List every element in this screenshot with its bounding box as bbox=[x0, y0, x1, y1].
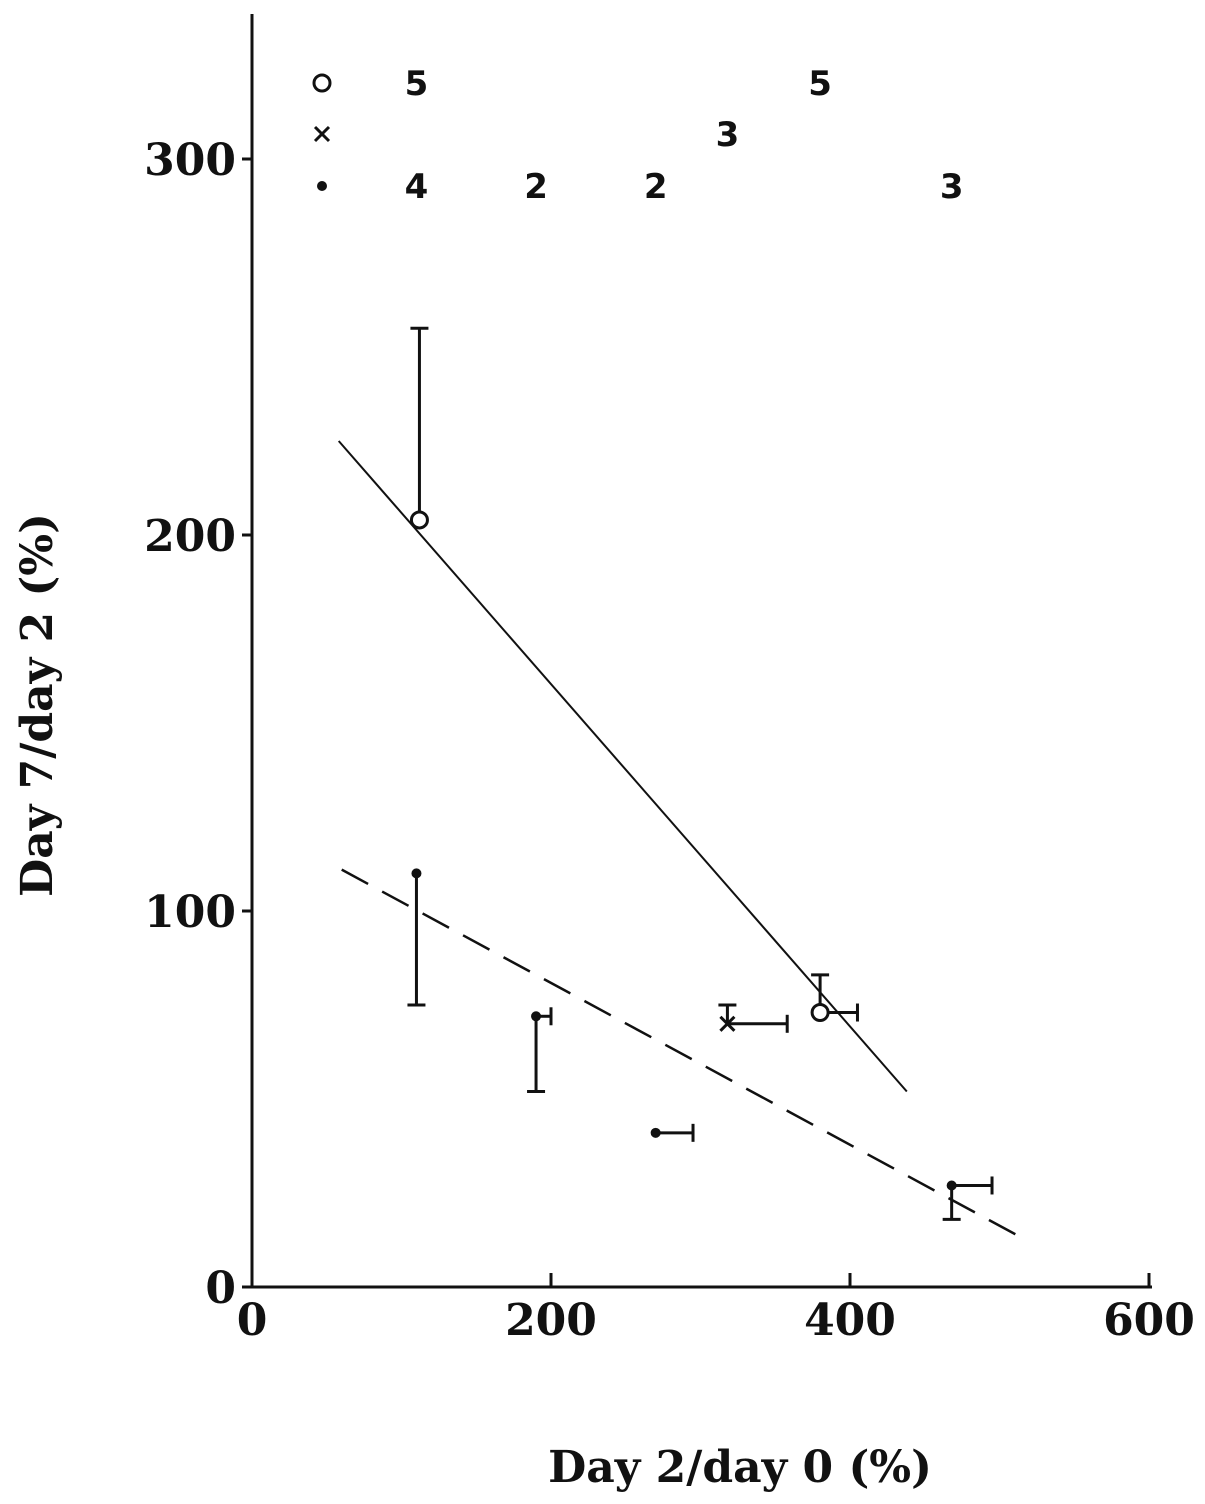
y-tick-label: 300 bbox=[144, 135, 236, 186]
legend-marker-dot bbox=[317, 181, 327, 191]
x-tick-label: 0 bbox=[237, 1295, 268, 1346]
cross-stroke bbox=[313, 125, 331, 143]
axes: 0 100 200 300 0 200 400 600 bbox=[144, 14, 1195, 1346]
data-point-dot bbox=[531, 1011, 542, 1022]
count-label: 5 bbox=[808, 64, 832, 104]
data-point-dot bbox=[411, 868, 422, 879]
x-axis-title: Day 2/day 0 (%) bbox=[548, 1442, 932, 1493]
y-axis-title: Day 7/day 2 (%) bbox=[12, 513, 63, 897]
data-points bbox=[409, 510, 957, 1191]
fit-line-solid bbox=[337, 440, 908, 1093]
count-label: 5 bbox=[405, 64, 429, 104]
legend-marker-cross bbox=[313, 125, 331, 143]
fit-line-dashed bbox=[341, 868, 1030, 1243]
error-bars bbox=[407, 326, 994, 1221]
y-tick-label: 0 bbox=[205, 1263, 236, 1314]
fit-lines bbox=[337, 440, 1030, 1243]
x-tick-label: 600 bbox=[1103, 1295, 1195, 1346]
y-tick-label: 100 bbox=[144, 887, 236, 938]
x-tick-label: 400 bbox=[804, 1295, 896, 1346]
count-label: 2 bbox=[644, 167, 668, 207]
count-label: 3 bbox=[716, 115, 740, 155]
legend-marker-open-circle bbox=[312, 73, 332, 93]
count-label: 2 bbox=[524, 167, 548, 207]
cross-stroke bbox=[719, 1015, 736, 1032]
data-point-open-circle bbox=[409, 510, 429, 530]
count-labels: 5 5 3 4 2 2 3 bbox=[405, 64, 964, 207]
count-label: 4 bbox=[405, 167, 429, 207]
data-point-dot bbox=[650, 1127, 661, 1138]
data-point-open-circle bbox=[810, 1003, 830, 1023]
y-tick-label: 200 bbox=[144, 511, 236, 562]
legend bbox=[312, 73, 332, 191]
data-point-cross bbox=[719, 1015, 736, 1032]
count-label: 3 bbox=[940, 167, 964, 207]
x-tick-label: 200 bbox=[505, 1295, 597, 1346]
data-point-dot bbox=[946, 1180, 957, 1191]
